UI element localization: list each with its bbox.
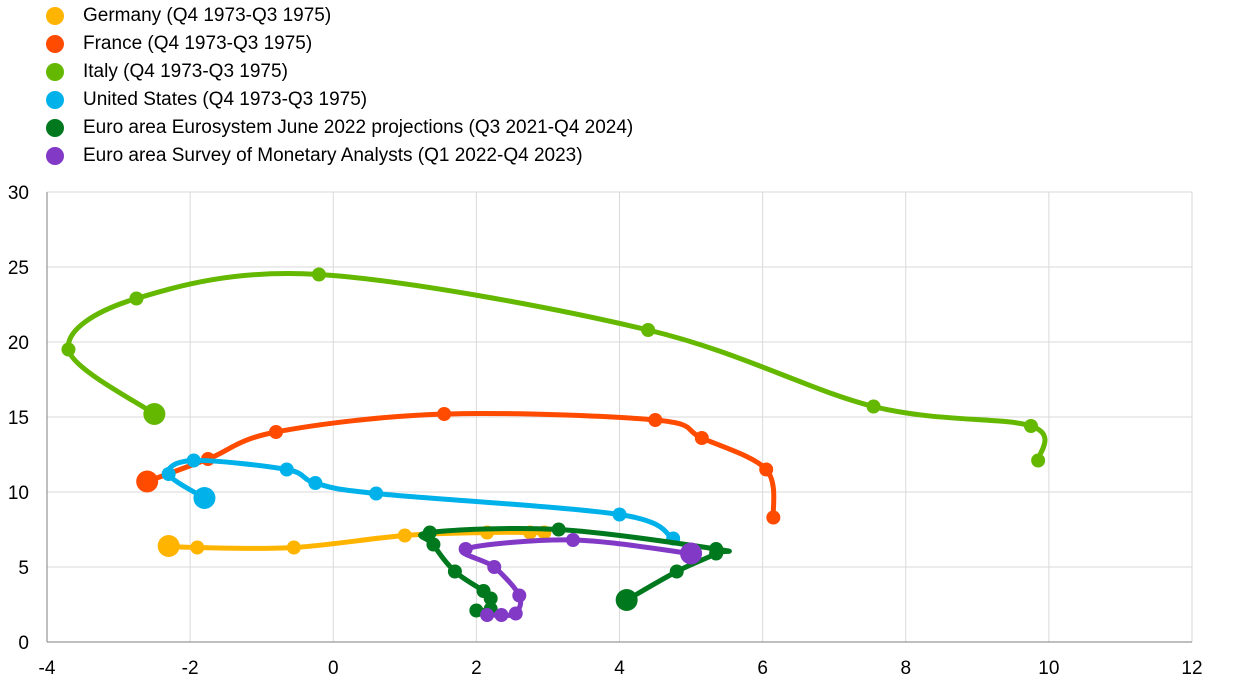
data-point-germany [286, 540, 301, 555]
series-line-euro-area-sma [460, 537, 694, 618]
legend-label-germany: Germany (Q4 1973-Q3 1975) [83, 5, 332, 26]
data-point-germany [397, 528, 412, 543]
y-tick-label: 5 [18, 558, 29, 579]
data-point-euro-area-sma [458, 542, 473, 556]
data-point-germany [190, 540, 205, 555]
data-point-france [766, 510, 781, 525]
legend-label-italy: Italy (Q4 1973-Q3 1975) [83, 61, 288, 82]
data-point-euro-area-sma [494, 608, 509, 622]
legend-item-germany[interactable]: Germany (Q4 1973-Q3 1975) [46, 2, 633, 30]
series-line-united-states [165, 457, 676, 541]
y-tick-label: 20 [8, 333, 29, 354]
legend-label-france: France (Q4 1973-Q3 1975) [83, 33, 313, 54]
legend-item-euro-area-projections[interactable]: Euro area Eurosystem June 2022 projectio… [46, 114, 633, 142]
data-point-euro-area-sma [565, 533, 580, 547]
x-tick-label: 10 [1038, 658, 1059, 679]
data-point-united-states [612, 507, 627, 522]
data-point-euro-area-projections [469, 603, 484, 618]
data-point-euro-area-projections [615, 589, 638, 611]
legend-label-euro-area-projections: Euro area Eurosystem June 2022 projectio… [83, 117, 634, 138]
data-point-italy [641, 323, 656, 337]
data-point-france [759, 462, 774, 477]
legend-item-italy[interactable]: Italy (Q4 1973-Q3 1975) [46, 58, 633, 86]
legend-label-euro-area-sma: Euro area Survey of Monetary Analysts (Q… [83, 145, 583, 166]
legend-marker-euro-area-projections [46, 119, 64, 137]
legend-item-euro-area-sma[interactable]: Euro area Survey of Monetary Analysts (Q… [46, 142, 633, 170]
data-point-united-states [369, 486, 384, 501]
legend-marker-united-states [46, 91, 64, 109]
y-tick-label: 10 [8, 483, 29, 504]
data-point-france [694, 431, 709, 445]
x-tick-label: 4 [614, 658, 625, 679]
y-tick-label: 30 [8, 183, 29, 204]
x-tick-label: -4 [39, 658, 56, 679]
data-point-france [437, 407, 452, 421]
data-point-italy [866, 399, 881, 414]
legend-item-france[interactable]: France (Q4 1973-Q3 1975) [46, 30, 633, 58]
data-point-italy [61, 342, 76, 357]
data-point-euro-area-projections [426, 537, 441, 552]
data-point-euro-area-sma [487, 560, 502, 574]
data-point-italy [129, 291, 144, 306]
data-point-euro-area-projections [709, 542, 724, 556]
data-point-euro-area-sma [512, 588, 527, 603]
data-point-euro-area-sma [480, 608, 495, 622]
data-point-euro-area-projections [483, 591, 498, 606]
y-tick-label: 0 [18, 633, 29, 654]
series-line-france [144, 410, 777, 520]
data-point-euro-area-sma [508, 606, 523, 621]
legend: Germany (Q4 1973-Q3 1975) France (Q4 197… [46, 2, 633, 170]
y-tick-label: 15 [8, 408, 29, 429]
data-point-france [648, 413, 663, 427]
x-tick-label: 12 [1181, 658, 1202, 679]
data-point-united-states [193, 487, 216, 509]
data-point-euro-area-projections [669, 564, 684, 579]
legend-label-united-states: United States (Q4 1973-Q3 1975) [83, 89, 368, 110]
legend-marker-euro-area-sma [46, 147, 64, 165]
legend-marker-italy [46, 63, 64, 81]
x-tick-label: 6 [757, 658, 768, 679]
y-tick-label: 25 [8, 258, 29, 279]
legend-marker-germany [46, 7, 64, 25]
data-point-euro-area-projections [551, 522, 566, 537]
data-point-united-states [186, 453, 201, 468]
data-point-france [136, 470, 159, 493]
series-line-italy [65, 271, 1048, 463]
legend-marker-france [46, 35, 64, 53]
data-point-italy [1031, 453, 1046, 468]
data-point-united-states [279, 462, 294, 477]
x-tick-label: 2 [471, 658, 482, 679]
data-point-united-states [161, 467, 176, 481]
x-tick-label: 0 [328, 658, 339, 679]
x-tick-label: 8 [900, 658, 911, 679]
data-point-united-states [308, 476, 323, 490]
legend-item-united-states[interactable]: United States (Q4 1973-Q3 1975) [46, 86, 633, 114]
data-point-germany [157, 535, 180, 557]
data-point-euro-area-sma [680, 542, 703, 565]
data-point-france [269, 425, 283, 439]
data-point-italy [311, 267, 326, 282]
data-point-euro-area-projections [422, 525, 437, 540]
data-point-italy [143, 403, 166, 425]
data-point-euro-area-projections [447, 564, 462, 579]
data-point-italy [1023, 419, 1038, 433]
x-tick-label: -2 [182, 658, 199, 679]
